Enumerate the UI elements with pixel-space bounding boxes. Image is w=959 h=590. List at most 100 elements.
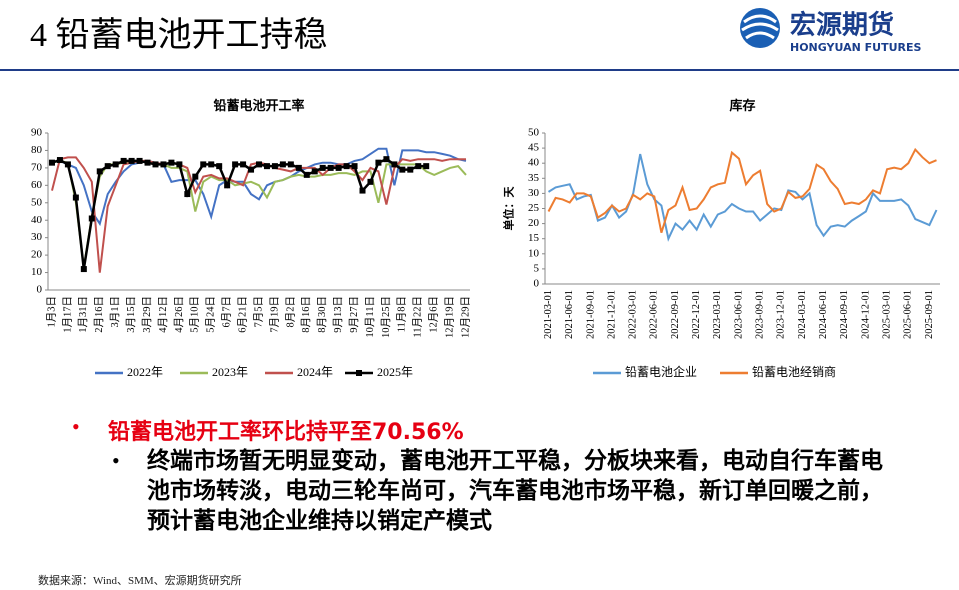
x-tick-label: 10月11日: [364, 296, 376, 338]
point-marker: [367, 178, 374, 185]
series-line: [51, 157, 427, 270]
x-tick-label: 2021-12-01: [606, 290, 617, 339]
x-tick-label: 8月2日: [284, 296, 296, 328]
logo-en: HONGYUAN FUTURES: [790, 41, 922, 54]
point-marker: [96, 168, 103, 175]
point-marker: [128, 157, 135, 164]
source: 数据来源：Wind、SMM、宏源期货研究所: [38, 575, 242, 587]
x-tick-label: 1月3日: [45, 296, 57, 328]
point-marker: [88, 215, 95, 222]
y-tick-label: 40: [528, 157, 540, 169]
x-tick-label: 9月13日: [332, 296, 344, 333]
point-marker: [48, 159, 55, 166]
legend-label: 2025年: [377, 365, 413, 379]
x-tick-label: 2024-09-01: [839, 290, 850, 339]
x-tick-label: 2025-03-01: [882, 290, 893, 339]
point-marker: [311, 168, 318, 175]
y-tick-label: 0: [37, 284, 43, 296]
x-tick-label: 8月30日: [316, 296, 328, 333]
point-marker: [160, 161, 167, 168]
x-tick-label: 2023-12-01: [776, 290, 787, 339]
series-line: [51, 159, 467, 268]
point-marker: [319, 164, 326, 171]
x-tick-label: 2022-12-01: [691, 290, 702, 339]
x-tick-label: 2022-03-01: [628, 290, 639, 339]
point-marker: [136, 157, 143, 164]
point-marker: [415, 163, 422, 170]
point-marker: [152, 161, 159, 168]
y-tick-label: 40: [31, 214, 43, 226]
logo: 宏源期货 HONGYUAN FUTURES: [740, 8, 922, 54]
series-line: [547, 153, 938, 242]
point-marker: [72, 194, 79, 201]
x-tick-label: 2025-06-01: [903, 290, 914, 339]
point-marker: [327, 164, 334, 171]
point-marker: [287, 161, 294, 168]
point-marker: [168, 159, 175, 166]
y-tick-label: 50: [31, 196, 43, 208]
x-tick-label: 2021-03-01: [543, 290, 554, 339]
y-tick-label: 35: [528, 172, 540, 184]
y-tick-label: 50: [528, 127, 540, 139]
logo-cn: 宏源期货: [790, 10, 894, 41]
point-marker: [104, 163, 111, 170]
x-tick-label: 3月1日: [109, 296, 121, 328]
bullet: •: [72, 414, 80, 439]
point-marker: [64, 161, 71, 168]
x-tick-label: 2025-09-01: [924, 290, 935, 339]
point-marker: [279, 161, 286, 168]
point-marker: [176, 161, 183, 168]
y-tick-label: 90: [31, 127, 43, 139]
x-tick-label: 2022-09-01: [670, 290, 681, 339]
point-marker: [200, 161, 207, 168]
y-tick-label: 70: [31, 161, 43, 173]
y-tick-label: 45: [528, 142, 540, 154]
x-tick-label: 12月6日: [428, 296, 440, 333]
slide-title: 4 铅蓄电池开工持稳: [30, 16, 328, 54]
legend-label: 2023年: [212, 365, 248, 379]
point-marker: [248, 166, 255, 173]
bullet: •: [112, 448, 120, 473]
point-marker: [351, 163, 358, 170]
y-axis-label: 单位：天: [502, 186, 516, 231]
y-tick-label: 30: [528, 187, 540, 199]
x-tick-label: 2023-03-01: [712, 290, 723, 339]
x-tick-label: 11月8日: [396, 296, 408, 332]
y-tick-label: 10: [31, 266, 43, 278]
chart-title: 库存: [729, 98, 755, 113]
point-marker: [120, 157, 127, 164]
x-tick-label: 6月21日: [236, 296, 248, 333]
point-marker: [391, 161, 398, 168]
x-tick-label: 12月19日: [444, 296, 456, 338]
x-tick-label: 2024-03-01: [797, 290, 808, 339]
point-marker: [56, 157, 63, 164]
y-tick-label: 20: [31, 249, 43, 261]
point-marker: [240, 161, 247, 168]
chart-title: 铅蓄电池开工率: [213, 98, 304, 113]
series-line: [547, 147, 937, 233]
y-tick-label: 20: [528, 217, 540, 229]
y-tick-label: 30: [31, 231, 43, 243]
point-marker: [399, 166, 406, 173]
legend-label: 铅蓄电池企业: [625, 364, 697, 379]
x-tick-label: 6月7日: [221, 296, 233, 328]
x-tick-label: 11月22日: [412, 296, 424, 338]
x-tick-label: 3月29日: [141, 296, 153, 333]
point-marker: [112, 161, 119, 168]
point-marker: [375, 159, 382, 166]
y-tick-label: 5: [534, 262, 540, 274]
point-marker: [359, 187, 366, 194]
x-tick-label: 7月5日: [252, 296, 264, 328]
detail-text: 终端市场暂无明显变动，蓄电池开工平稳，分板块来看，电动自行车蓄电池市场转淡，电动…: [147, 448, 883, 534]
x-tick-label: 8月16日: [300, 296, 312, 333]
point-marker: [80, 266, 87, 273]
point-marker: [216, 163, 223, 170]
x-tick-label: 10月25日: [380, 296, 392, 338]
point-marker: [232, 161, 239, 168]
legend-marker: [356, 370, 362, 376]
x-tick-label: 4月26日: [173, 296, 185, 333]
point-marker: [295, 164, 302, 171]
x-tick-label: 9月27日: [348, 296, 360, 333]
headline: 铅蓄电池开工率环比持平至70.56%: [108, 420, 464, 445]
